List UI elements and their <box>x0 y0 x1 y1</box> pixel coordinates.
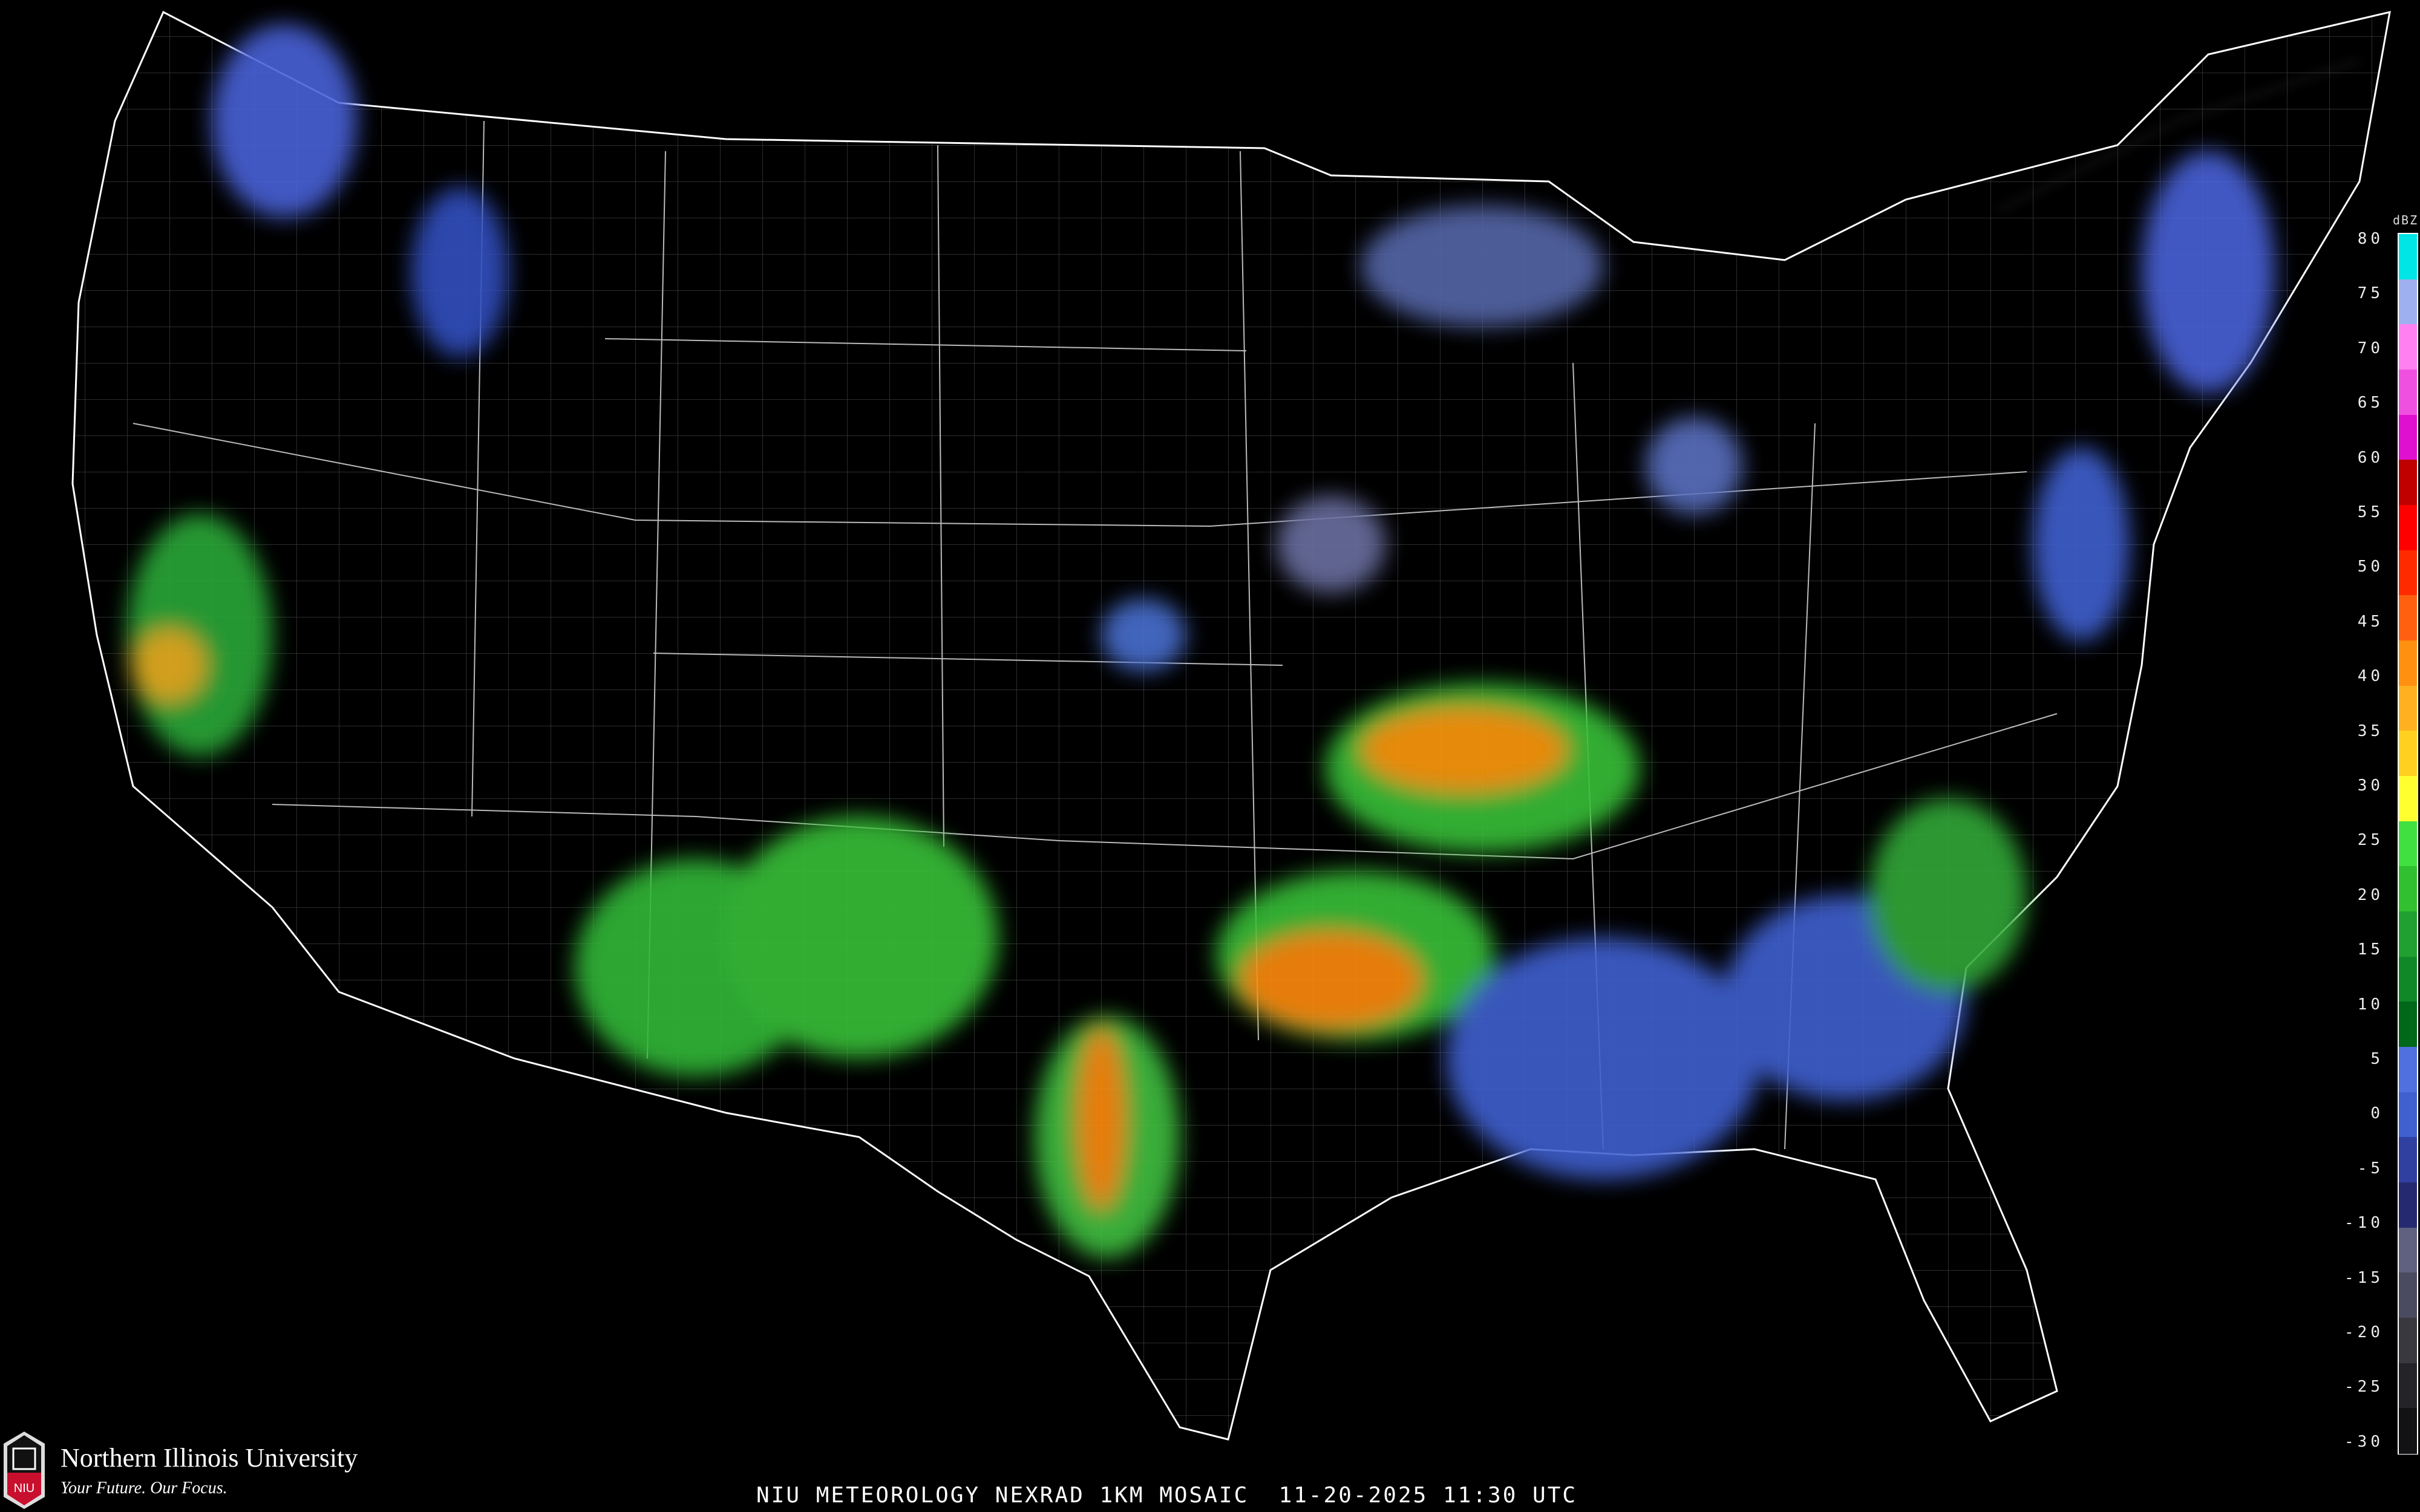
legend-tick-label: -10 <box>2344 1214 2384 1233</box>
legend-color-segment <box>2399 776 2417 822</box>
legend-tick-label: 75 <box>2357 284 2384 303</box>
legend-color-segment <box>2399 821 2417 867</box>
legend-tick-label: -20 <box>2344 1323 2384 1341</box>
niu-logo: NIU Northern Illinois University Your Fu… <box>0 1430 436 1509</box>
legend-color-segment <box>2399 505 2417 551</box>
mosaic-caption: NIU METEOROLOGY NEXRAD 1KM MOSAIC 11-20-… <box>756 1483 1578 1508</box>
legend-tick-label: 50 <box>2357 558 2384 576</box>
legend-units: dBZ <box>2393 213 2419 227</box>
legend-color-segment <box>2399 414 2417 461</box>
legend-tick-label: -15 <box>2344 1268 2384 1287</box>
legend-color-segment <box>2399 1227 2417 1274</box>
legend-tick-label: 65 <box>2357 394 2384 412</box>
legend-color-segment <box>2399 1047 2417 1093</box>
legend-color-segment <box>2399 460 2417 506</box>
legend-tick-label: 15 <box>2357 940 2384 959</box>
logo-mark-text: NIU <box>14 1482 34 1495</box>
reflectivity-legend <box>2398 233 2418 1455</box>
legend-tick-label: 10 <box>2357 995 2384 1014</box>
legend-color-segment <box>2399 279 2417 325</box>
coastlines <box>1996 60 2360 212</box>
legend-color-segment <box>2399 956 2417 1003</box>
legend-tick-label: 0 <box>2370 1104 2384 1123</box>
legend-color-segment <box>2399 550 2417 596</box>
radar-echoes <box>127 24 2275 1258</box>
legend-tick-label: 5 <box>2370 1050 2384 1068</box>
legend-color-segment <box>2399 1408 2417 1454</box>
legend-tick-label: 60 <box>2357 448 2384 467</box>
legend-color-segment <box>2399 370 2417 415</box>
legend-color-segment <box>2399 866 2417 912</box>
legend-color-segment <box>2399 1363 2417 1409</box>
legend-color-segment <box>2399 731 2417 777</box>
legend-color-segment <box>2399 685 2417 732</box>
legend-color-segment <box>2399 595 2417 641</box>
legend-tick-label: 25 <box>2357 831 2384 850</box>
legend-color-segment <box>2399 234 2417 280</box>
legend-tick-label: -30 <box>2344 1432 2384 1451</box>
university-tagline: Your Future. Our Focus. <box>60 1479 227 1497</box>
legend-tick-label: 20 <box>2357 885 2384 904</box>
legend-tick-label: 80 <box>2357 230 2384 248</box>
legend-tick-label: 35 <box>2357 722 2384 740</box>
legend-tick-label: 45 <box>2357 612 2384 631</box>
legend-tick-label: 30 <box>2357 777 2384 795</box>
legend-tick-label: -5 <box>2357 1159 2384 1178</box>
legend-color-segment <box>2399 1318 2417 1364</box>
legend-tick-label: -25 <box>2344 1378 2384 1396</box>
legend-color-segment <box>2399 1137 2417 1183</box>
niu-shield-icon: NIU <box>4 1432 45 1509</box>
legend-tick-label: 70 <box>2357 339 2384 357</box>
legend-color-segment <box>2399 1092 2417 1138</box>
university-name: Northern Illinois University <box>60 1443 358 1473</box>
legend-color-segment <box>2399 1182 2417 1228</box>
legend-tick-label: 40 <box>2357 667 2384 686</box>
legend-color-segment <box>2399 640 2417 686</box>
legend-tick-label: 55 <box>2357 503 2384 521</box>
legend-color-segment <box>2399 911 2417 957</box>
legend-color-segment <box>2399 324 2417 370</box>
legend-color-segment <box>2399 1002 2417 1048</box>
legend-color-segment <box>2399 1272 2417 1318</box>
